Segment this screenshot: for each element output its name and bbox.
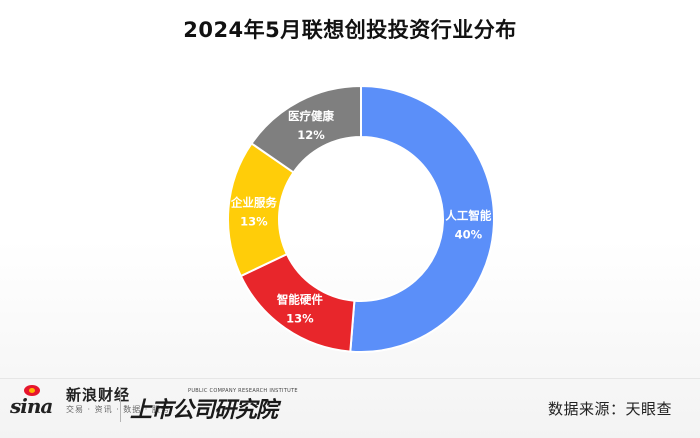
institute-name: 上市公司研究院: [130, 397, 278, 423]
slice-value-label: 13%: [286, 311, 314, 325]
sina-finance-tagline: 交易 · 资讯 · 数据 · 服务: [66, 405, 170, 414]
slice-category-label: 人工智能: [445, 208, 491, 222]
slice-category-label: 医疗健康: [288, 109, 334, 123]
slice-value-label: 12%: [297, 128, 325, 142]
data-source: 数据来源：天眼查: [547, 400, 672, 418]
slice-category-label: 企业服务: [230, 195, 277, 209]
slice-category-label: 智能硬件: [277, 292, 323, 306]
chart-title: 2024年5月联想创投投资行业分布: [183, 18, 517, 42]
sina-finance-logo: sina 新浪财经 交易 · 资讯 · 数据 · 服务: [10, 385, 170, 425]
donut-slice-4: [250, 84, 362, 174]
slice-value-label: 40%: [455, 227, 483, 241]
slice-value-label: 13%: [240, 214, 268, 228]
sina-finance-name: 新浪财经: [66, 386, 131, 404]
footer-divider: [0, 378, 700, 379]
sina-eye-icon: sina: [10, 385, 64, 418]
institute-english-name: PUBLIC COMPANY RESEARCH INSTITUTE: [188, 388, 298, 394]
sina-wordmark: sina: [10, 394, 53, 418]
logo-divider: [120, 388, 121, 422]
donut-slice-1: [349, 84, 495, 353]
research-institute-logo: PUBLIC COMPANY RESEARCH INSTITUTE 上市公司研究…: [130, 385, 298, 425]
